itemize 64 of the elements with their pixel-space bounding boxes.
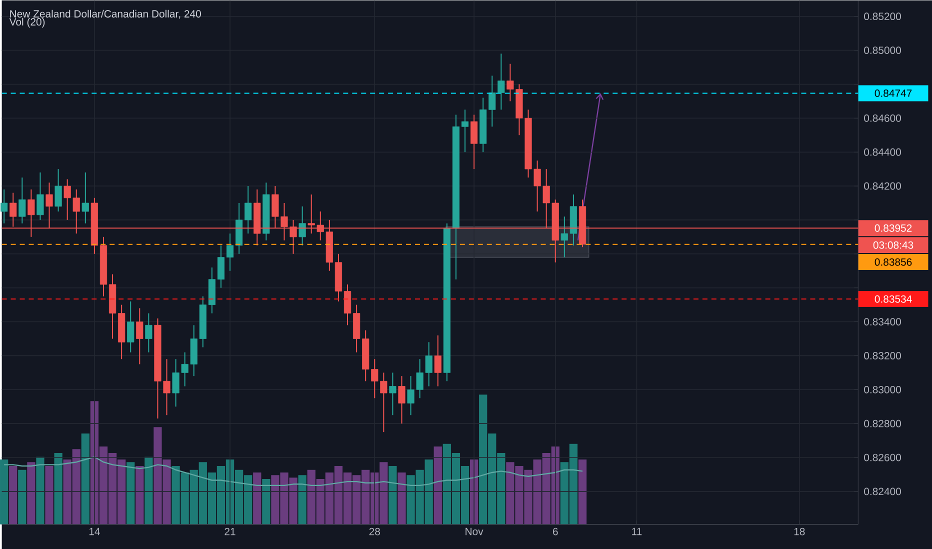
candlestick (298, 206, 306, 246)
ref-line-label: 0.83856 (874, 258, 912, 266)
candlestick (127, 300, 134, 353)
bar (81, 433, 90, 524)
candlestick (82, 172, 89, 224)
candlestick (136, 308, 144, 365)
bar (298, 474, 306, 524)
x-tick-label: 14 (89, 528, 100, 535)
bar (434, 446, 442, 524)
candlestick (226, 232, 234, 272)
candlestick (54, 168, 62, 212)
y-tick-label: 0.82600 (864, 454, 901, 462)
bar (136, 466, 144, 524)
candlestick (344, 284, 352, 326)
x-tick-label: 6 (553, 528, 558, 536)
x-tick-label: 11 (632, 528, 642, 535)
bar (262, 478, 270, 524)
x-tick-label: 21 (224, 528, 236, 536)
text: 03:08:43 (873, 241, 914, 249)
bar (578, 459, 587, 524)
y-tick-label: 0.85000 (864, 46, 901, 54)
candlestick (398, 375, 406, 424)
bar (388, 466, 397, 524)
bar (45, 466, 54, 524)
candlestick (498, 53, 505, 110)
candlestick (461, 109, 469, 152)
bar (18, 470, 26, 524)
bar (126, 462, 135, 524)
bar (54, 452, 62, 524)
candlestick (217, 244, 225, 288)
bar (9, 466, 18, 524)
y-tick-label: 0.82800 (864, 420, 901, 428)
candlestick (488, 75, 496, 127)
bar (253, 472, 262, 524)
y-tick-label: 0.83200 (864, 352, 901, 360)
candlestick (560, 216, 568, 258)
candlestick (470, 114, 478, 170)
candlestick (244, 185, 252, 234)
candlestick (434, 334, 442, 387)
candlestick (36, 172, 44, 220)
bar (27, 462, 36, 524)
y-tick-label: 0.84200 (864, 182, 901, 190)
x-tick-label: 18 (794, 528, 805, 536)
text: New Zealand Dollar/Canadian Dollar, 240 (10, 10, 201, 19)
bar (398, 472, 406, 524)
y-tick-label: 0.84600 (864, 114, 901, 122)
chart-title: Vol (20) (9, 18, 45, 28)
y-tick-label: 0.84400 (864, 148, 901, 156)
y-tick-label: 0.82400 (864, 488, 901, 496)
y-tick-label: 0.83000 (864, 386, 901, 394)
x-tick-label: Nov (466, 528, 484, 536)
bar (36, 456, 44, 524)
ref-line-label: 0.83534 (874, 295, 912, 303)
bar (0, 459, 8, 524)
y-tick-label: 0.83400 (864, 318, 901, 326)
candlestick (389, 372, 396, 416)
ref-line-label: 0.83952 (874, 224, 912, 232)
ref-line-label: 0.84747 (874, 89, 912, 97)
candlestick (0, 188, 8, 224)
y-tick-label: 0.85200 (864, 12, 901, 20)
bar (144, 456, 153, 524)
candlestick (18, 176, 26, 224)
x-tick-label: 28 (369, 528, 380, 536)
candlestick (145, 312, 152, 353)
